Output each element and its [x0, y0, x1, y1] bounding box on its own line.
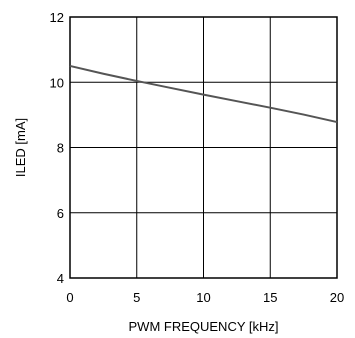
x-tick-label: 5 [133, 290, 140, 305]
y-tick-label: 4 [57, 271, 64, 286]
series-layer [69, 64, 338, 124]
y-tick-label: 12 [50, 10, 64, 25]
x-tick-label: 10 [196, 290, 210, 305]
x-tick-label: 15 [263, 290, 277, 305]
y-tick-labels: 4 6 8 10 12 [50, 10, 64, 286]
series-line [69, 64, 338, 124]
x-axis-label: PWM FREQUENCY [kHz] [129, 319, 279, 334]
plot-border [69, 16, 338, 279]
y-tick-label: 8 [57, 141, 64, 156]
y-tick-label: 10 [50, 75, 64, 90]
plot-frame [69, 16, 338, 279]
y-axis-label: ILED [mA] [13, 118, 28, 177]
x-tick-label: 20 [330, 290, 344, 305]
x-tick-label: 0 [66, 290, 73, 305]
x-tick-labels: 0 5 10 15 20 [66, 290, 344, 305]
y-tick-label: 6 [57, 206, 64, 221]
grid [69, 16, 338, 279]
